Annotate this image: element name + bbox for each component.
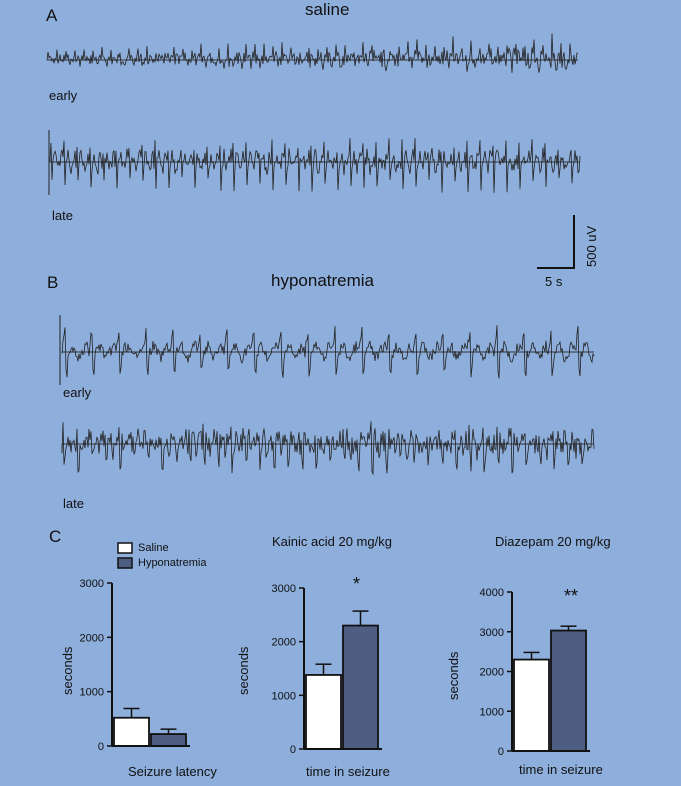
panel-b-letter: B — [47, 273, 59, 292]
legend — [117, 542, 133, 569]
chart2-title: Kainic acid 20 mg/kg — [272, 534, 392, 549]
chart-2-ytick-label-2: 2000 — [272, 637, 296, 649]
trace-hypo-early — [61, 325, 595, 379]
chart-3-bar-saline — [513, 658, 550, 752]
chart-3-ytick-label-0: 0 — [498, 746, 504, 758]
trace-hypo-late — [61, 421, 595, 476]
panel-a-late-label: late — [52, 208, 73, 223]
panel-b-late-label: late — [63, 496, 84, 511]
panel-a-early-label: early — [49, 88, 78, 103]
chart3-xlabel: time in seizure — [519, 762, 603, 777]
chart3-significance: ** — [564, 586, 579, 606]
legend-label-saline: Saline — [138, 542, 169, 554]
scalebar — [537, 215, 575, 269]
trace-saline-late — [49, 137, 581, 193]
chart-1-ytick-label-3: 3000 — [80, 578, 104, 590]
panel-b-title: hyponatremia — [271, 271, 375, 290]
panel-b-early-label: early — [63, 385, 92, 400]
chart-3: 0 1000 2000 3000 4000 — [480, 587, 590, 758]
legend-swatch-hyponatremia — [117, 557, 133, 569]
chart-1-ytick-label-2: 2000 — [80, 632, 104, 644]
chart3-title: Diazepam 20 mg/kg — [495, 534, 611, 549]
chart-3-ytick-label-1: 1000 — [480, 706, 504, 718]
chart2-significance: * — [353, 574, 361, 594]
chart-3-ytick-label-2: 2000 — [480, 667, 504, 679]
chart-2-ytick-label-1: 1000 — [272, 690, 296, 702]
chart-3-bar-hyponatremia — [550, 629, 587, 752]
chart-2: 0 1000 2000 3000 — [272, 583, 382, 756]
panel-c-letter: C — [49, 527, 62, 546]
chart-1-bar-saline — [113, 716, 150, 747]
chart-3-ytick-label-4: 4000 — [480, 587, 504, 599]
eeg-traces — [46, 33, 595, 476]
chart-1-bar-hyponatremia — [150, 733, 187, 747]
chart-1-ytick-label-1: 1000 — [80, 687, 104, 699]
chart-2-bar-hyponatremia — [342, 624, 379, 750]
trace-saline-early — [46, 33, 579, 73]
chart-1-ytick-label-0: 0 — [98, 741, 104, 753]
scalebar-horizontal-label: 5 s — [545, 274, 563, 289]
chart-1: 0 1000 2000 3000 — [80, 578, 190, 753]
chart1-xlabel: Seizure latency — [128, 764, 217, 779]
panel-a-title: saline — [305, 0, 350, 19]
chart-2-bar-saline — [305, 674, 342, 750]
panel-a-letter: A — [46, 6, 58, 25]
chart2-xlabel: time in seizure — [306, 764, 390, 779]
legend-label-hyponatremia: Hyponatremia — [138, 557, 207, 569]
chart-2-ytick-label-3: 3000 — [272, 583, 296, 595]
legend-swatch-saline — [117, 542, 133, 554]
chart-3-ytick-label-3: 3000 — [480, 627, 504, 639]
chart-2-ytick-label-0: 0 — [290, 744, 296, 756]
bar-charts: 0 1000 2000 3000 0 1000 2000 3000 0 1000 2000 3000 4… — [80, 578, 590, 758]
